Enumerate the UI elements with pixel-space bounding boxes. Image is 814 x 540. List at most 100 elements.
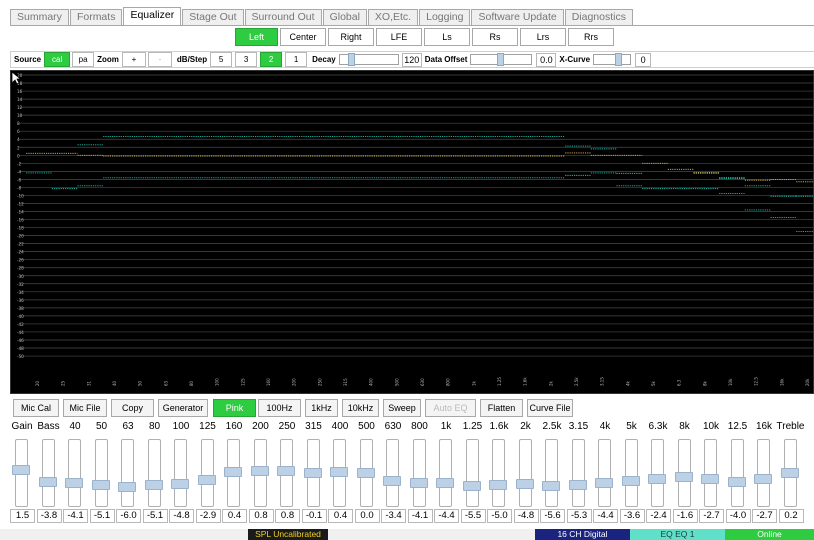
- band-fader-thumb[interactable]: [621, 476, 640, 486]
- band-fader-thumb[interactable]: [38, 477, 57, 487]
- band-fader-1k[interactable]: [436, 439, 454, 507]
- band-value-80[interactable]: -5.1: [142, 509, 168, 523]
- band-value-treble[interactable]: 0.2: [778, 509, 804, 523]
- band-fader-thumb[interactable]: [436, 478, 454, 488]
- band-value-1k[interactable]: -4.4: [434, 509, 459, 523]
- band-value-50[interactable]: -5.1: [89, 509, 115, 523]
- band-fader-thumb[interactable]: [383, 476, 401, 486]
- band-value-63[interactable]: -6.0: [116, 509, 141, 523]
- band-fader-250[interactable]: [277, 439, 295, 507]
- band-value-160[interactable]: 0.4: [222, 509, 247, 523]
- eq-response-graph[interactable]: 20 18 16 14 12 10 8 6 4 2 0 -2 -4 -6 -8 -10 -12 -14 -16 -18…: [10, 70, 814, 394]
- band-fader-315[interactable]: [303, 439, 322, 507]
- band-value-200[interactable]: 0.8: [248, 509, 274, 523]
- band-fader-thumb[interactable]: [674, 472, 693, 482]
- band-fader-4k[interactable]: [595, 439, 613, 507]
- band-fader-thumb[interactable]: [489, 480, 507, 490]
- band-value-8k[interactable]: -1.6: [672, 509, 698, 523]
- tab-formats[interactable]: Formats: [69, 9, 123, 25]
- band-fader-1-25[interactable]: [462, 439, 481, 507]
- band-value-6-3k[interactable]: -2.4: [646, 509, 671, 523]
- band-value-10k[interactable]: -2.7: [699, 509, 724, 523]
- band-value-250[interactable]: 0.8: [275, 509, 300, 523]
- tab-diagnostics[interactable]: Diagnostics: [564, 9, 633, 25]
- channel-rs-button[interactable]: Rs: [472, 28, 518, 46]
- band-fader-thumb[interactable]: [118, 482, 136, 492]
- tab-stage-out[interactable]: Stage Out: [182, 9, 244, 25]
- dbstep-2-button[interactable]: 2: [260, 52, 283, 67]
- band-fader-630[interactable]: [383, 439, 401, 507]
- band-value-bass[interactable]: -3.8: [36, 509, 62, 523]
- band-fader-thumb[interactable]: [754, 474, 772, 484]
- curve-file-button[interactable]: Curve File: [527, 399, 573, 417]
- band-fader-thumb[interactable]: [462, 481, 481, 491]
- xcurve-slider[interactable]: [593, 53, 632, 66]
- 10khz-button[interactable]: 10kHz: [342, 399, 379, 417]
- band-fader-thumb[interactable]: [330, 467, 348, 477]
- sweep-button[interactable]: Sweep: [383, 399, 421, 417]
- band-fader-160[interactable]: [224, 439, 242, 507]
- dbstep-1-button[interactable]: 1: [285, 52, 308, 67]
- band-value-1-25[interactable]: -5.5: [460, 509, 486, 523]
- decay-slider-thumb[interactable]: [347, 53, 355, 66]
- band-fader-thumb[interactable]: [303, 468, 322, 478]
- channel-ls-button[interactable]: Ls: [424, 28, 470, 46]
- band-value-2-5k[interactable]: -5.6: [540, 509, 565, 523]
- band-fader-50[interactable]: [91, 439, 110, 507]
- band-fader-1-6k[interactable]: [489, 439, 507, 507]
- decay-slider[interactable]: [338, 53, 399, 66]
- generator-button[interactable]: Generator: [158, 399, 208, 417]
- channel-lfe-button[interactable]: LFE: [376, 28, 422, 46]
- band-value-1-6k[interactable]: -5.0: [487, 509, 512, 523]
- band-fader-63[interactable]: [118, 439, 136, 507]
- flatten-button[interactable]: Flatten: [480, 399, 523, 417]
- channel-center-button[interactable]: Center: [280, 28, 326, 46]
- band-value-40[interactable]: -4.1: [63, 509, 88, 523]
- channel-right-button[interactable]: Right: [328, 28, 374, 46]
- band-fader-400[interactable]: [330, 439, 348, 507]
- band-fader-gain[interactable]: [12, 439, 30, 507]
- band-fader-2-5k[interactable]: [542, 439, 560, 507]
- band-fader-thumb[interactable]: [250, 466, 269, 476]
- 1khz-button[interactable]: 1kHz: [305, 399, 338, 417]
- source-cal-button[interactable]: cal: [44, 52, 71, 67]
- tab-surround-out[interactable]: Surround Out: [244, 9, 322, 25]
- band-value-3-15[interactable]: -5.3: [566, 509, 592, 523]
- band-fader-thumb[interactable]: [197, 475, 216, 485]
- band-fader-8k[interactable]: [674, 439, 693, 507]
- band-fader-500[interactable]: [356, 439, 375, 507]
- band-fader-thumb[interactable]: [727, 477, 746, 487]
- band-fader-thumb[interactable]: [409, 478, 428, 488]
- band-fader-3-15[interactable]: [568, 439, 587, 507]
- band-fader-thumb[interactable]: [144, 480, 163, 490]
- band-fader-thumb[interactable]: [648, 474, 666, 484]
- band-fader-40[interactable]: [65, 439, 83, 507]
- band-value-315[interactable]: -0.1: [301, 509, 327, 523]
- band-value-100[interactable]: -4.8: [169, 509, 194, 523]
- band-fader-thumb[interactable]: [277, 466, 295, 476]
- band-fader-thumb[interactable]: [224, 467, 242, 477]
- band-fader-16k[interactable]: [754, 439, 772, 507]
- tab-summary[interactable]: Summary: [10, 9, 69, 25]
- data-offset-slider[interactable]: [470, 53, 533, 66]
- channel-lrs-button[interactable]: Lrs: [520, 28, 566, 46]
- band-fader-thumb[interactable]: [701, 474, 719, 484]
- band-fader-80[interactable]: [144, 439, 163, 507]
- band-value-12-5[interactable]: -4.0: [725, 509, 751, 523]
- band-fader-thumb[interactable]: [542, 481, 560, 491]
- band-fader-200[interactable]: [250, 439, 269, 507]
- band-fader-10k[interactable]: [701, 439, 719, 507]
- band-fader-treble[interactable]: [780, 439, 799, 507]
- band-fader-12-5[interactable]: [727, 439, 746, 507]
- tab-xo-etc[interactable]: XO,Etc.: [367, 9, 419, 25]
- band-value-gain[interactable]: 1.5: [10, 509, 35, 523]
- band-fader-thumb[interactable]: [171, 479, 189, 489]
- band-value-500[interactable]: 0.0: [354, 509, 380, 523]
- band-fader-100[interactable]: [171, 439, 189, 507]
- band-fader-thumb[interactable]: [780, 468, 799, 478]
- zoom-out-button[interactable]: -: [147, 52, 172, 67]
- band-fader-6-3k[interactable]: [648, 439, 666, 507]
- band-fader-125[interactable]: [197, 439, 216, 507]
- mic-file-button[interactable]: Mic File: [63, 399, 107, 417]
- channel-left-button[interactable]: Left: [235, 28, 278, 46]
